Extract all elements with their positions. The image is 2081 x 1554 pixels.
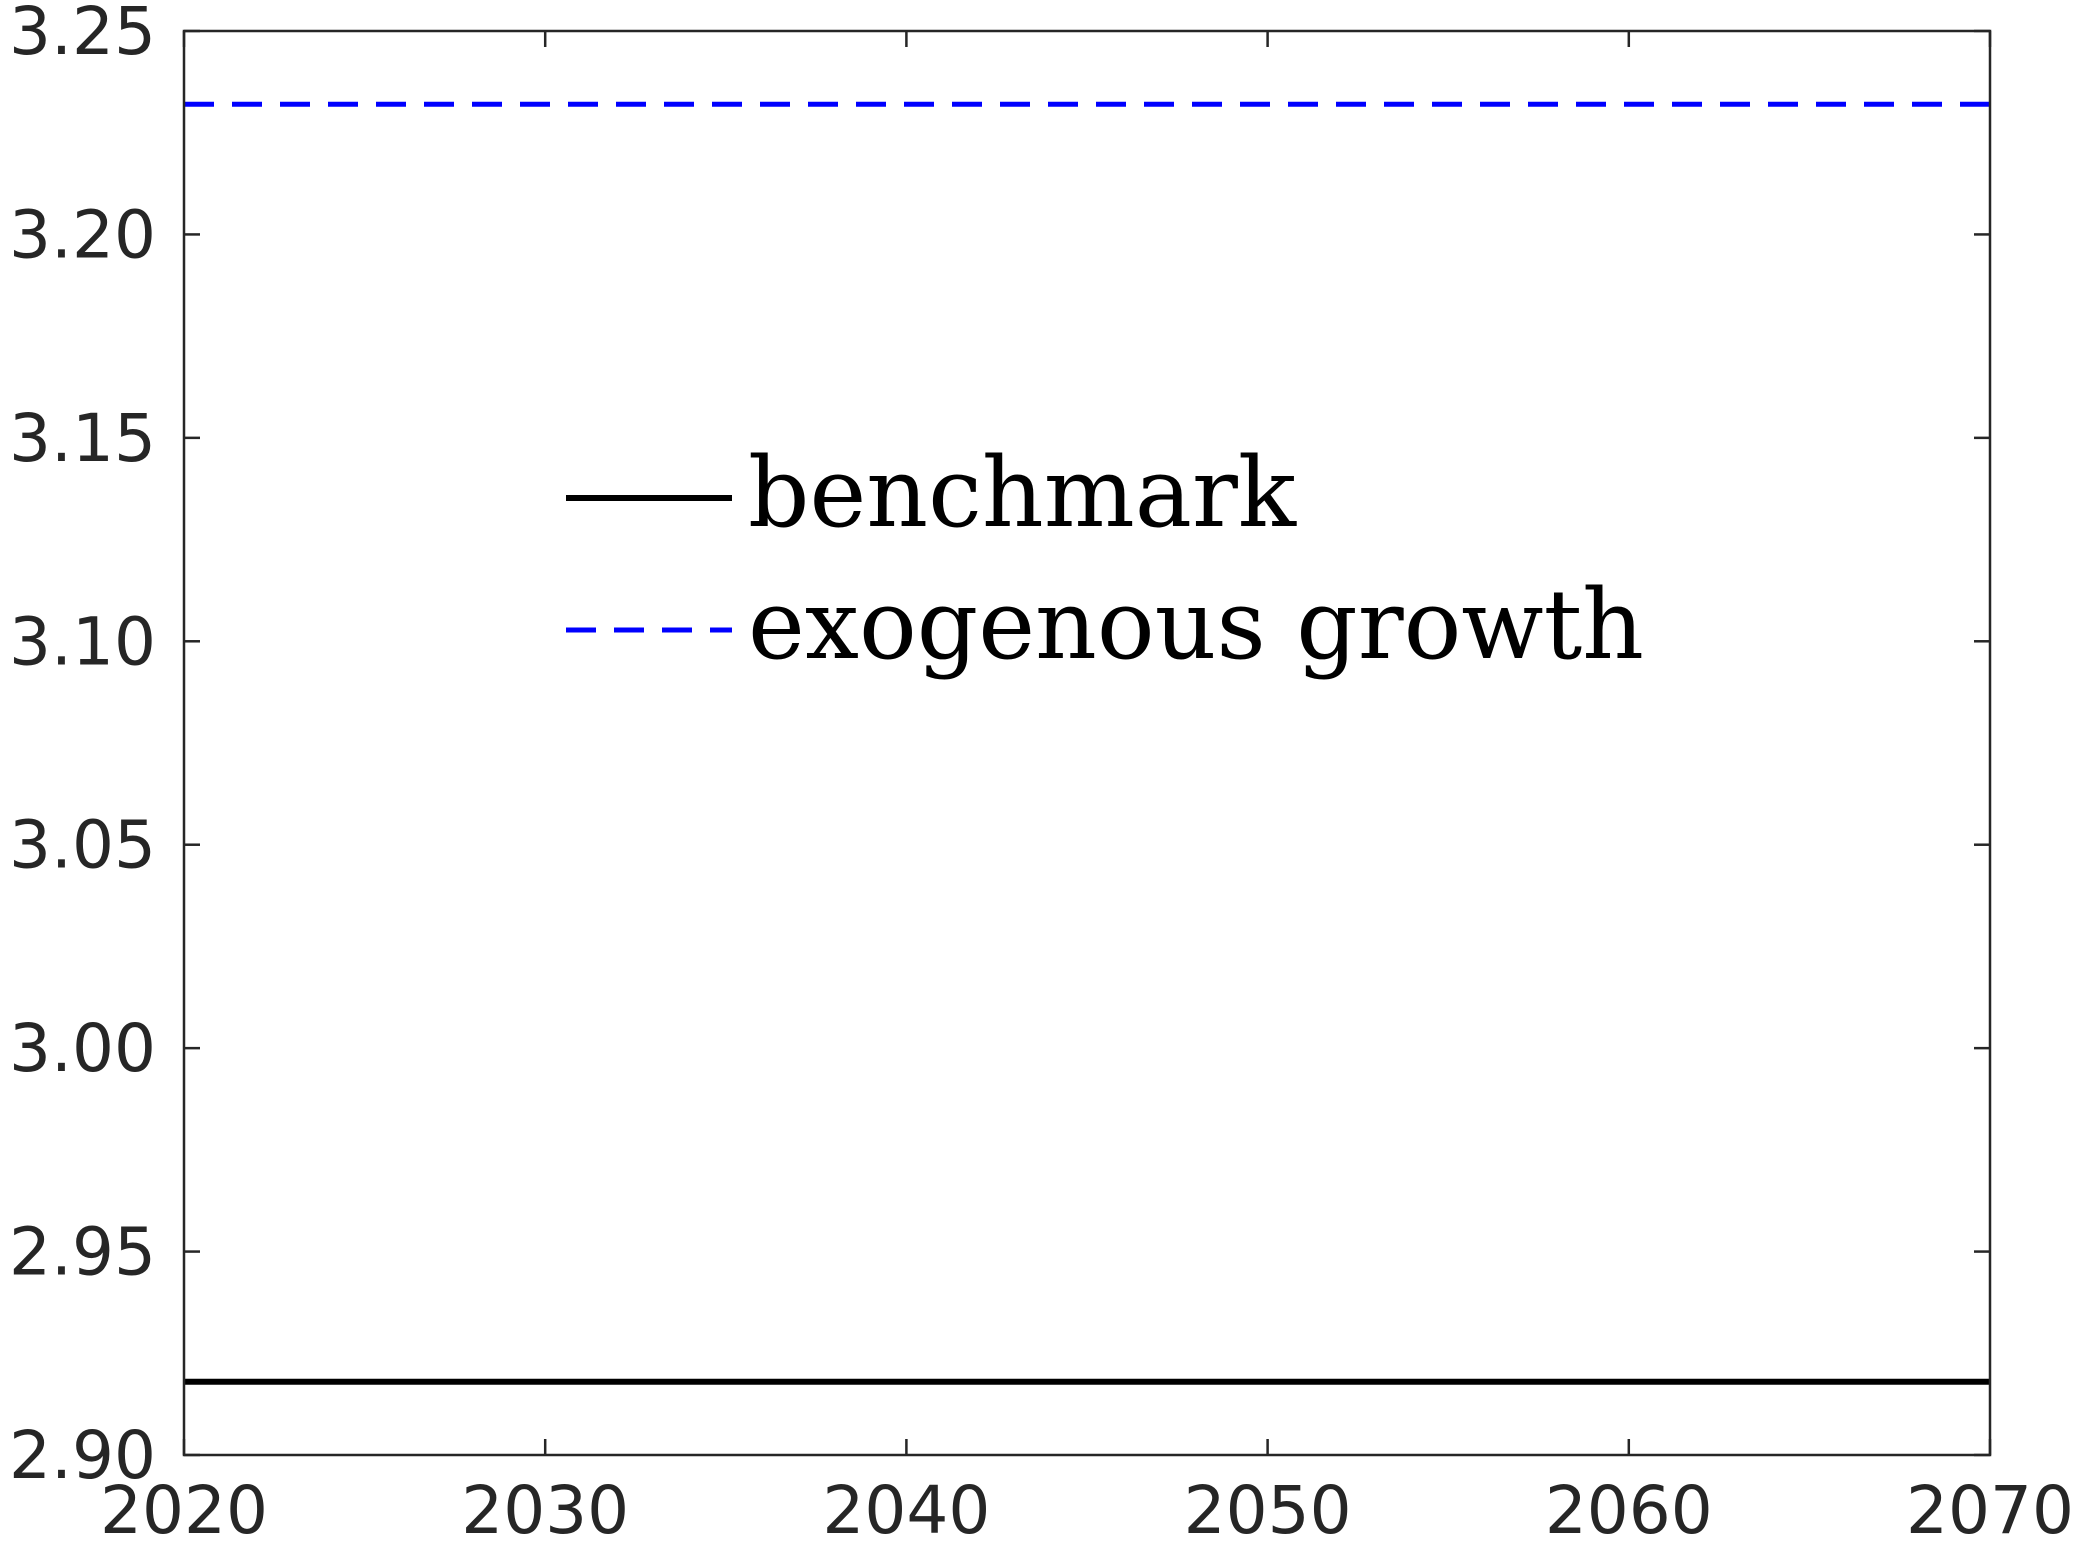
- x-tick-label: 2020: [100, 1472, 268, 1549]
- y-tick-label: 3.15: [9, 400, 156, 477]
- y-tick-label: 3.10: [9, 603, 156, 680]
- series-layer: [184, 101, 1990, 1385]
- y-tick-label: 3.05: [9, 807, 156, 884]
- legend-label-2: exogenous growth: [748, 569, 1644, 681]
- y-tick-label: 2.90: [9, 1417, 156, 1494]
- legend: benchmark exogenous growth: [566, 437, 1644, 681]
- y-tick-label: 3.20: [9, 196, 156, 273]
- legend-label-1: benchmark: [748, 437, 1297, 549]
- x-tick-label: 2040: [822, 1472, 990, 1549]
- plot-area: [184, 31, 1990, 1455]
- y-tick-label: 2.95: [9, 1214, 156, 1291]
- y-tick-label: 3.00: [9, 1010, 156, 1087]
- x-tick-label: 2050: [1184, 1472, 1352, 1549]
- x-tick-label: 2030: [461, 1472, 629, 1549]
- x-tick-label: 2070: [1906, 1472, 2074, 1549]
- plot-frame: [182, 29, 1992, 1457]
- x-tick-label: 2060: [1545, 1472, 1713, 1549]
- y-tick-label: 3.25: [9, 0, 156, 70]
- tick-layer: 2020 2030 2040 2050 2060 2070 2.90 2.95 3.00 3.05…: [9, 0, 2074, 1549]
